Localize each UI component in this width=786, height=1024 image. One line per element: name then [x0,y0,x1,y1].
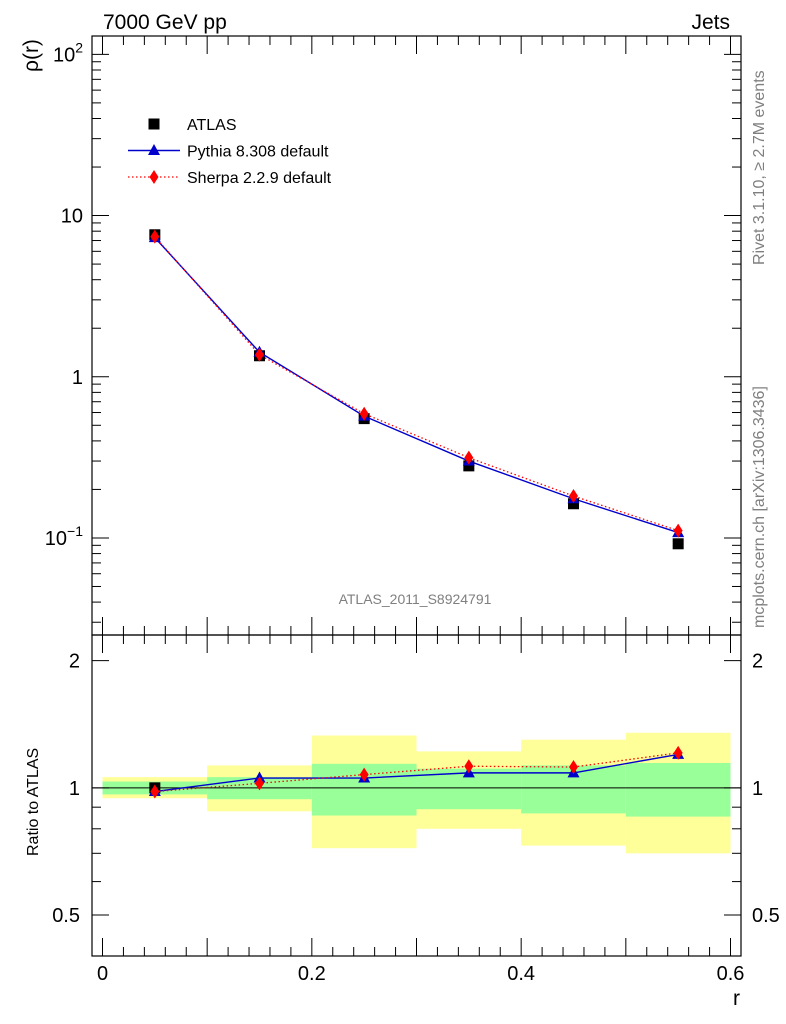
main-y-tick-label: 1 [72,367,83,389]
sherpa-point [464,450,474,465]
ratio-uncertainty-bands [102,732,731,854]
ratio-series-layer [148,745,685,799]
atlas-data-point [568,498,579,510]
main-x-ticks [102,36,731,635]
sherpa-point [673,523,683,538]
ratio-sherpa-point [150,784,160,799]
main-y-tick-label: 10−1 [45,523,83,550]
atlas-data-point [672,538,684,550]
ratio-y-tick-label-right: 0.5 [752,905,780,927]
x-tick-label: 0.2 [298,963,326,985]
ratio-y-axis-title: Ratio to ATLAS [25,748,42,856]
sherpa-point [359,406,369,421]
ratio-y-tick-label-left: 0.5 [52,905,80,927]
sherpa-point [255,347,264,362]
header-left: 7000 GeV pp [103,11,227,34]
sherpa-point [150,229,160,244]
rivet-version-text: Rivet 3.1.10, ≥ 2.7M events [751,70,768,265]
main-y-tick-label: 10 [61,206,83,228]
header-right: Jets [691,11,730,34]
ratio-y-tick-label-right: 1 [752,778,763,800]
legend-marker [149,170,159,184]
main-y-axis: 10−1 1 10 102 [45,39,741,623]
ratio-panel: 0.5 0.5 1 1 2 2 0 0.2 0.4 0.6 Ratio to ATLAS r [25,635,780,1010]
ratio-y-tick-label-left: 1 [69,778,80,800]
ratio-y-axis: 0.5 0.5 1 1 2 2 [52,651,780,927]
ratio-sherpa-point [569,760,578,775]
main-series-line [154,237,679,534]
main-panel: 10−1 1 10 102 ρ(r) ATLAS Pythia 8.308 defaul… [20,36,741,635]
x-tick-label: 0 [97,963,108,985]
x-tick-label: 0.4 [507,963,535,985]
main-series-layer [148,229,685,550]
x-axis-title: r [733,987,740,1010]
ratio-y-tick-label-right: 2 [752,651,763,673]
sherpa-point [569,489,578,504]
source-text: mcplots.cern.ch [arXiv:1306.3436] [751,386,768,628]
legend-marker [148,118,160,130]
legend: ATLAS Pythia 8.308 default Sherpa 2.2.9 de… [128,117,332,187]
legend-label: Sherpa 2.2.9 default [187,170,332,187]
legend-label: Pythia 8.308 default [187,144,329,161]
main-y-tick-label: 102 [53,39,83,66]
ratio-x-axis: 0 0.2 0.4 0.6 [97,635,744,985]
main-y-axis-title: ρ(r) [20,39,43,72]
ratio-sherpa-point [464,759,474,774]
atlas-data-point [463,460,475,472]
legend-label: ATLAS [187,117,237,134]
analysis-watermark: ATLAS_2011_S8924791 [339,591,492,607]
ratio-sherpa-point [255,776,264,791]
ratio-series-line [154,752,679,793]
ratio-frame [91,634,742,957]
legend-marker [148,144,160,155]
inner-uncertainty-band [625,763,731,817]
ratio-y-tick-label-left: 2 [69,651,80,673]
ratio-sherpa-point [359,767,369,782]
x-tick-label: 0.6 [717,963,745,985]
main-series-line [154,236,679,532]
ratio-sherpa-point [673,745,683,760]
ratio-series-line [154,753,679,793]
